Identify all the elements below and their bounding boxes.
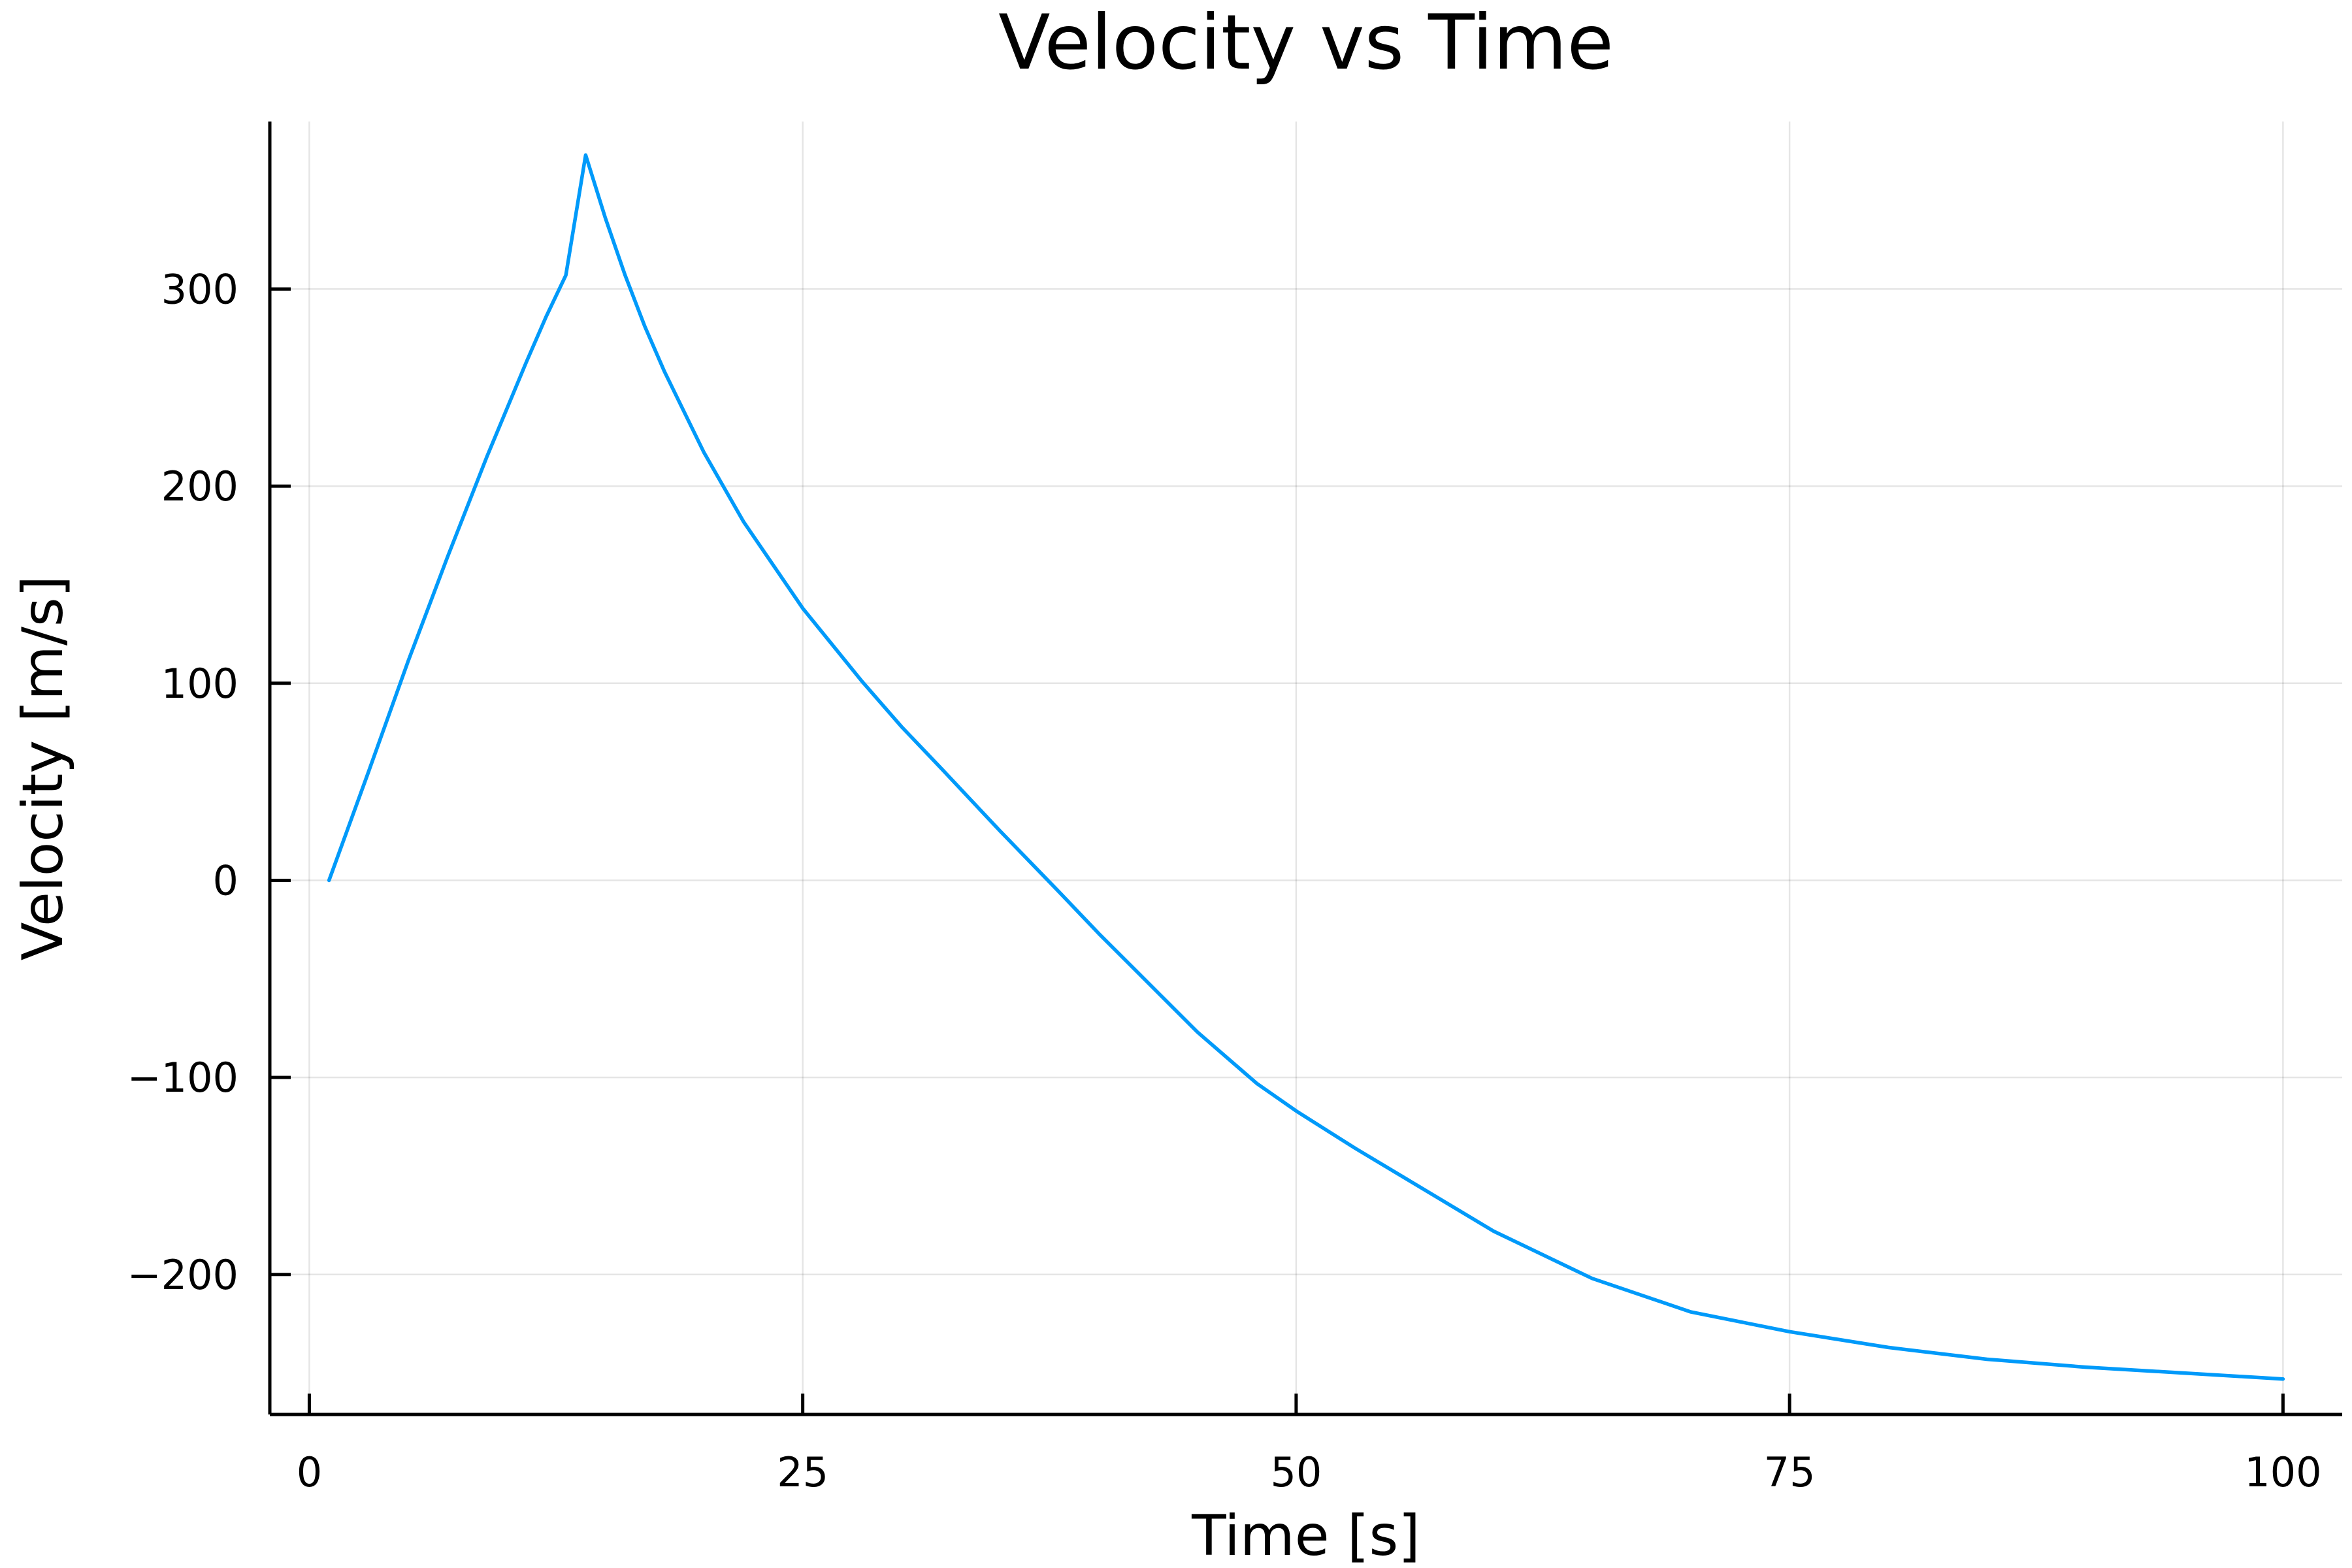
x-tick-label: 75 [1764, 1448, 1816, 1496]
y-tick-label: 100 [161, 660, 238, 708]
y-axis-label: Velocity [m/s] [10, 576, 76, 960]
chart-title: Velocity vs Time [998, 0, 1614, 87]
ticks: 0 25 50 75 100 −200 −100 0 100 200 300 [127, 265, 2322, 1496]
series-layer [327, 153, 2285, 1381]
y-tick-label: 200 [161, 463, 238, 510]
y-tick-label: −200 [127, 1251, 238, 1299]
y-tick-label: −100 [127, 1054, 238, 1102]
velocity-series-line [327, 153, 2285, 1381]
x-tick-label: 100 [2244, 1448, 2321, 1496]
grid-lines [270, 122, 2342, 1414]
y-tick-label: 300 [161, 265, 238, 313]
x-axis-label: Time [s] [1191, 1503, 1420, 1568]
x-tick-label: 0 [297, 1448, 322, 1496]
x-tick-label: 25 [777, 1448, 828, 1496]
y-tick-label: 0 [213, 857, 238, 904]
axes [268, 122, 2342, 1416]
x-tick-label: 50 [1270, 1448, 1322, 1496]
